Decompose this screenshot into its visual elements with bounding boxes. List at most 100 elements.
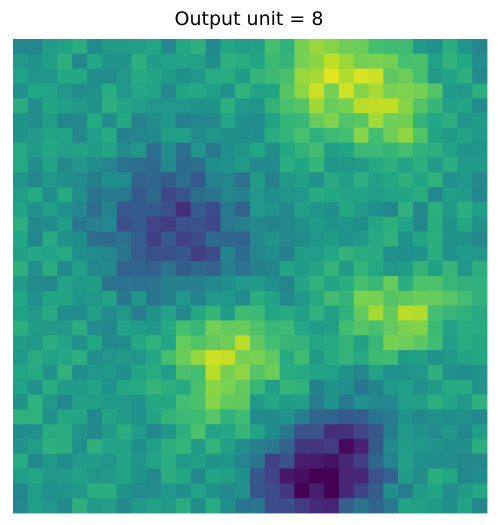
heatmap-cell [472, 113, 488, 129]
heatmap-cell [472, 379, 488, 395]
heatmap-cell [338, 83, 355, 99]
heatmap-cell [383, 98, 399, 114]
heatmap-cell [368, 483, 384, 499]
heatmap-cell [13, 187, 29, 203]
heatmap-cell [264, 290, 281, 307]
heatmap-cell [368, 261, 384, 277]
heatmap-cell [27, 394, 44, 410]
heatmap-cell [205, 157, 221, 173]
heatmap-cell [457, 438, 473, 455]
heatmap-cell [338, 157, 355, 173]
heatmap-cell [309, 246, 325, 262]
heatmap-cell [324, 483, 340, 499]
heatmap-cell [175, 438, 192, 455]
heatmap-cell [116, 453, 132, 469]
heatmap-cell [27, 231, 44, 247]
heatmap-cell [190, 216, 206, 232]
heatmap-cell [146, 201, 162, 218]
heatmap-cell [264, 83, 281, 99]
heatmap-cell [472, 246, 488, 262]
heatmap-cell [294, 290, 310, 307]
heatmap-cell [220, 394, 236, 410]
heatmap-cell [161, 350, 177, 366]
heatmap-cell [161, 261, 177, 277]
heatmap-cell [87, 335, 103, 351]
heatmap-cell [146, 216, 162, 232]
heatmap-cell [250, 350, 266, 366]
heatmap-cell [42, 409, 58, 425]
heatmap-cell [131, 498, 147, 514]
heatmap-cell [368, 276, 384, 292]
heatmap-cell [220, 83, 236, 99]
heatmap-cell [72, 483, 88, 499]
heatmap-cell [338, 438, 355, 455]
heatmap-cell [190, 246, 206, 262]
heatmap-cell [398, 424, 414, 440]
heatmap-cell [353, 201, 369, 218]
heatmap-cell [427, 187, 443, 203]
heatmap-cell [383, 468, 399, 484]
heatmap-cell [264, 320, 281, 336]
heatmap-cell [116, 320, 132, 336]
heatmap-cell [205, 379, 221, 395]
heatmap-cell [457, 231, 473, 247]
heatmap-cell [442, 453, 458, 469]
heatmap-cell [472, 335, 488, 351]
heatmap-cell [294, 216, 310, 232]
heatmap-cell [57, 142, 73, 158]
heatmap-cell [368, 39, 384, 55]
heatmap-cell [279, 438, 295, 455]
heatmap-cell [101, 113, 118, 129]
heatmap-cell [368, 187, 384, 203]
heatmap-cell [294, 231, 310, 247]
heatmap-cell [220, 364, 236, 381]
heatmap-cell [72, 83, 88, 99]
heatmap-cell [220, 335, 236, 351]
heatmap-cell [398, 113, 414, 129]
heatmap-cell [175, 172, 192, 188]
heatmap-cell [190, 83, 206, 99]
heatmap-cell [279, 231, 295, 247]
heatmap-cell [309, 305, 325, 321]
heatmap-cell [472, 201, 488, 218]
heatmap-cell [294, 350, 310, 366]
heatmap-cell [398, 68, 414, 84]
heatmap-cell [205, 98, 221, 114]
heatmap-cell [457, 68, 473, 84]
heatmap-cell [42, 320, 58, 336]
heatmap-cell [398, 157, 414, 173]
heatmap-cell [161, 394, 177, 410]
heatmap-cell [235, 68, 251, 84]
heatmap-cell [427, 261, 443, 277]
heatmap-cell [13, 379, 29, 395]
heatmap-cell [27, 424, 44, 440]
heatmap-cell [427, 216, 443, 232]
heatmap-cell [442, 438, 458, 455]
heatmap-cell [324, 379, 340, 395]
heatmap-cell [472, 364, 488, 381]
heatmap-cell [442, 276, 458, 292]
heatmap-cell [398, 187, 414, 203]
heatmap-cell [131, 379, 147, 395]
heatmap-cell [220, 438, 236, 455]
heatmap-cell [250, 468, 266, 484]
heatmap-cell [412, 98, 429, 114]
heatmap-cell [175, 157, 192, 173]
heatmap-cell [472, 231, 488, 247]
heatmap-cell [161, 468, 177, 484]
heatmap-cell [338, 127, 355, 144]
heatmap-cell [72, 394, 88, 410]
heatmap-cell [427, 498, 443, 514]
heatmap-cell [42, 453, 58, 469]
heatmap-cell [42, 424, 58, 440]
heatmap-cell [383, 290, 399, 307]
heatmap-cell [87, 172, 103, 188]
heatmap-cell [398, 246, 414, 262]
heatmap-cell [72, 53, 88, 70]
heatmap-cell [309, 379, 325, 395]
heatmap-cell [338, 453, 355, 469]
heatmap-cell [383, 498, 399, 514]
heatmap-cell [116, 498, 132, 514]
heatmap-cell [427, 157, 443, 173]
heatmap-cell [27, 335, 44, 351]
